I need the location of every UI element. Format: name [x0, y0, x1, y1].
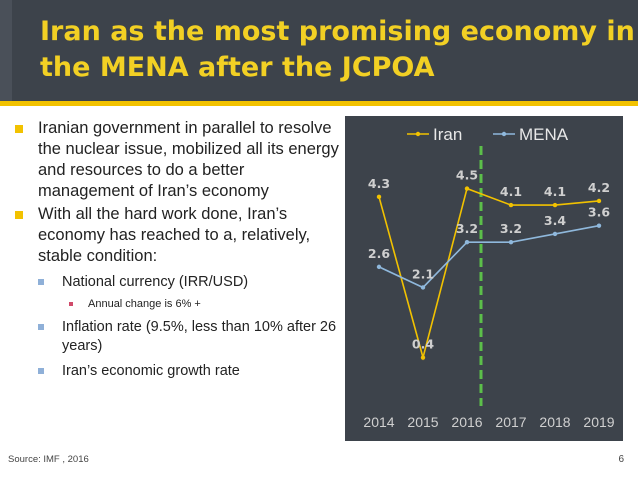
data-point-iran: [376, 194, 382, 200]
legend-label-mena: MENA: [519, 125, 569, 144]
data-point-iran: [596, 198, 602, 204]
bullet-square-icon: [15, 125, 23, 133]
sub-bullet-square-icon: [38, 324, 44, 330]
series-line-mena: [378, 224, 600, 289]
bullet-text: With all the hard work done, Iran’s econ…: [38, 205, 311, 265]
sub-sub-bullet-item: Annual change is 6% +: [12, 296, 342, 312]
slide-title: Iran as the most promising economy in th…: [40, 14, 635, 86]
x-tick-label: 2017: [495, 414, 526, 430]
data-label-mena: 3.4: [544, 213, 566, 228]
data-label-iran: 4.1: [500, 184, 522, 199]
growth-chart-svg: Iran MENA 4.3 0.4 4.5 4.1 4.1 4.2 2.6 2.1 3.2 3.2 3.…: [363, 125, 614, 430]
sub-bullet-square-icon: [38, 368, 44, 374]
data-label-mena: 3.2: [500, 221, 522, 236]
data-point-mena: [464, 239, 470, 245]
sub-bullet-square-icon: [38, 279, 44, 285]
sub-bullet-item: Iran’s economic growth rate: [12, 362, 342, 381]
data-point-mena: [552, 231, 558, 237]
data-label-mena: 2.1: [412, 266, 434, 281]
sub-bullet-text: Iran’s economic growth rate: [62, 363, 240, 379]
sub-bullet-item: Inflation rate (9.5%, less than 10% afte…: [12, 318, 342, 356]
x-tick-label: 2019: [583, 414, 614, 430]
sub-bullet-text: Inflation rate (9.5%, less than 10% afte…: [62, 319, 337, 354]
slide-title-line-1: Iran as the most promising economy in: [40, 16, 635, 47]
legend-marker-iran: [415, 131, 421, 137]
data-point-mena: [508, 239, 514, 245]
data-label-iran: 4.5: [456, 168, 478, 183]
data-label-mena: 2.6: [368, 246, 390, 261]
data-label-iran: 0.4: [412, 337, 434, 352]
bullet-square-icon: [15, 211, 23, 219]
sub-bullet-item: National currency (IRR/USD): [12, 273, 342, 292]
bullet-text: Iranian government in parallel to resolv…: [38, 119, 339, 200]
data-point-iran: [508, 202, 514, 208]
bullet-item: Iranian government in parallel to resolv…: [12, 118, 342, 202]
x-tick-label: 2018: [539, 414, 570, 430]
data-label-iran: 4.2: [588, 180, 610, 195]
page-number: 6: [618, 454, 624, 465]
legend-label-iran: Iran: [433, 125, 462, 144]
title-underline: [0, 101, 638, 106]
x-tick-label: 2016: [451, 414, 482, 430]
x-tick-label: 2015: [407, 414, 438, 430]
sub-sub-bullet-text: Annual change is 6% +: [88, 298, 201, 310]
x-tick-label: 2014: [363, 414, 394, 430]
bullet-item: With all the hard work done, Iran’s econ…: [12, 204, 342, 267]
source-note: Source: IMF , 2016: [8, 454, 89, 465]
data-point-mena: [420, 285, 426, 290]
title-accent-strip: [0, 0, 12, 101]
legend-marker-mena: [501, 131, 507, 137]
data-point-iran: [552, 202, 558, 208]
title-bar: Iran as the most promising economy in th…: [0, 0, 638, 101]
data-label-mena: 3.2: [456, 221, 478, 236]
sub-sub-bullet-square-icon: [69, 302, 73, 306]
slide-title-line-2: the MENA after the JCPOA: [40, 52, 435, 83]
bullet-list: Iranian government in parallel to resolv…: [12, 118, 342, 381]
data-point-iran: [464, 186, 470, 191]
data-label-iran: 4.1: [544, 184, 566, 199]
data-point-mena: [376, 264, 382, 270]
data-label-iran: 4.3: [368, 176, 390, 191]
series-line-iran: [378, 187, 600, 361]
data-point-mena: [596, 223, 602, 228]
data-point-iran: [420, 355, 426, 360]
data-label-mena: 3.6: [588, 205, 610, 220]
sub-bullet-text: National currency (IRR/USD): [62, 274, 249, 290]
growth-chart: Iran MENA 4.3 0.4 4.5 4.1 4.1 4.2 2.6 2.1 3.2 3.2 3.…: [345, 116, 623, 441]
